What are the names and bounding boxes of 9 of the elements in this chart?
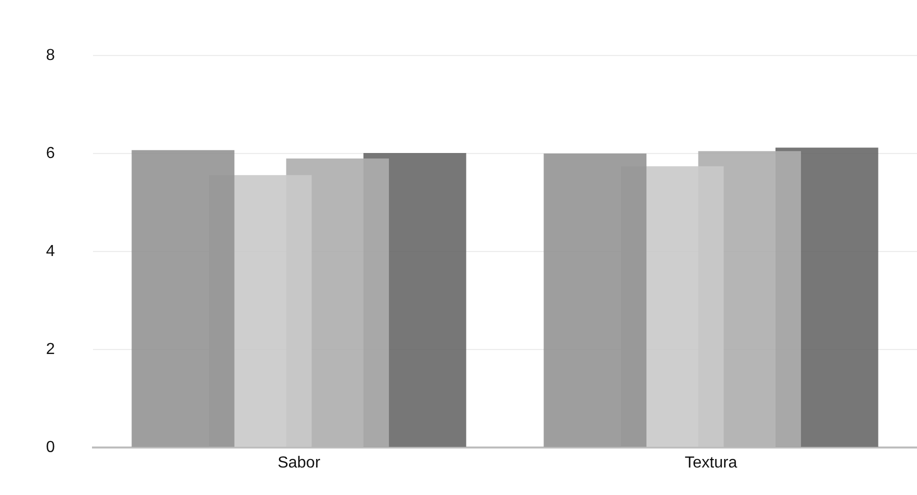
y-tick-label: 0 [46,438,55,456]
bar [544,154,646,447]
x-tick-label: Sabor [278,454,321,472]
y-tick-label: 2 [46,340,55,358]
bar [132,150,234,447]
x-tick-label: Textura [684,454,738,472]
y-tick-label: 6 [46,144,55,162]
y-tick-label: 4 [46,242,55,260]
y-tick-label: 8 [46,47,55,64]
